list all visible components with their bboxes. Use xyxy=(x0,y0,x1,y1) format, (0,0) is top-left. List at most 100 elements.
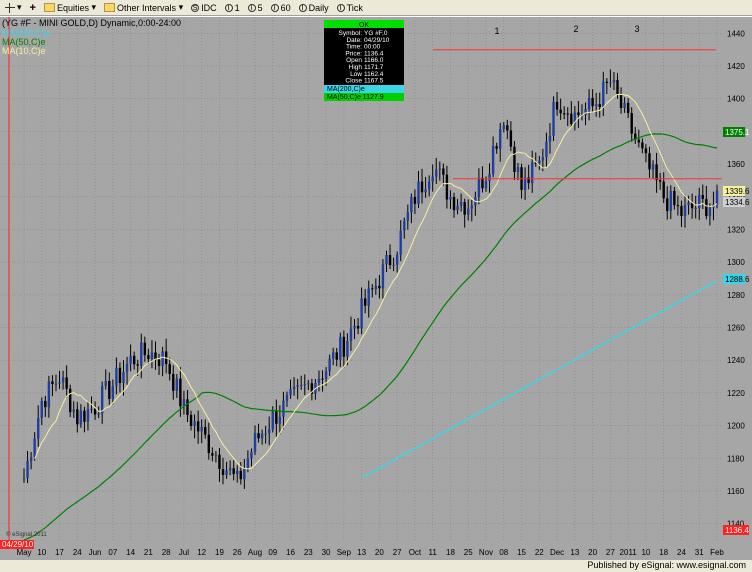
price-bar xyxy=(506,125,509,131)
new-item-button[interactable]: + xyxy=(29,1,36,14)
x-tick-label: Nov xyxy=(479,548,493,557)
x-tick-label: 30 xyxy=(322,548,331,557)
price-bar xyxy=(566,113,569,115)
legend-ma10: MA(10,C)e xyxy=(2,46,46,56)
price-bar xyxy=(250,451,253,459)
price-bar xyxy=(488,173,491,182)
price-badges: 1375.1 1339.6 1334.6 1288.6 1136.4 xyxy=(723,127,750,535)
price-bar xyxy=(594,104,598,107)
price-bar xyxy=(225,470,228,476)
y-tick-label: 1160 xyxy=(727,487,745,496)
idc-button[interactable]: S IDC xyxy=(191,2,217,13)
price-bar xyxy=(83,410,86,422)
price-bar xyxy=(541,157,545,161)
x-tick-label: 25 xyxy=(464,548,473,557)
resistance-lines xyxy=(433,49,722,180)
x-tick-label: 12 xyxy=(197,548,206,557)
price-bar xyxy=(104,380,107,386)
price-bar xyxy=(143,342,147,356)
price-bar xyxy=(413,196,417,204)
data-window-label: Low xyxy=(350,71,362,78)
symbol-menu-button[interactable]: ▾ xyxy=(2,1,25,15)
legend-ma200: MA(200,C)e xyxy=(2,28,51,38)
x-tick-label: Oct xyxy=(409,548,422,557)
price-bar xyxy=(324,371,328,380)
price-bar xyxy=(683,204,687,216)
daily-button[interactable]: I Daily xyxy=(296,1,332,15)
y-tick-label: 1360 xyxy=(727,160,745,169)
data-window-ma50: MA(50,C)e 1127.9 xyxy=(327,94,384,101)
price-bar xyxy=(44,400,47,408)
price-bar xyxy=(573,112,577,125)
x-tick-label: Jul xyxy=(179,548,189,557)
data-window-label: Price: xyxy=(345,50,362,57)
price-bar xyxy=(701,194,704,199)
price-bar xyxy=(381,264,385,289)
price-bar xyxy=(463,201,466,215)
price-bar xyxy=(467,208,470,215)
equities-menu[interactable]: Equities ▾ xyxy=(41,1,99,15)
x-tick-label: 10 xyxy=(641,548,650,557)
interval-icon: I xyxy=(336,3,345,12)
x-tick-label: 20 xyxy=(588,548,597,557)
badge-cursor-bg xyxy=(723,525,749,535)
price-bar xyxy=(40,400,43,418)
price-bar xyxy=(509,130,513,147)
price-bar xyxy=(179,378,182,407)
price-bar xyxy=(339,336,342,360)
price-bar xyxy=(630,113,633,134)
price-bar xyxy=(406,212,410,222)
interval-icon: I xyxy=(298,3,307,12)
price-bar xyxy=(296,385,299,387)
x-tick-label: May xyxy=(16,548,31,557)
price-bar xyxy=(371,288,374,290)
price-bar xyxy=(268,429,271,434)
x-tick-label: 08 xyxy=(499,548,508,557)
x-tick-label: 20 xyxy=(375,548,384,557)
y-tick-label: 1300 xyxy=(727,258,745,267)
price-bar xyxy=(69,388,72,413)
price-bar xyxy=(694,208,697,210)
price-bar xyxy=(150,352,154,360)
price-bar xyxy=(602,81,605,108)
x-tick-label: 13 xyxy=(570,548,579,557)
price-bar xyxy=(666,198,669,212)
interval-icon: I xyxy=(224,3,233,12)
price-bar xyxy=(243,468,246,480)
price-bar xyxy=(200,426,203,432)
price-bar xyxy=(570,113,573,125)
interval-60-button[interactable]: I 60 xyxy=(268,1,294,15)
data-window-header: OK xyxy=(359,22,369,29)
price-bar xyxy=(392,264,395,266)
price-bar xyxy=(285,394,289,401)
y-tick-label: 1260 xyxy=(727,324,745,333)
watermark: © eSignal 2011 xyxy=(6,531,47,538)
price-bar xyxy=(449,196,452,200)
price-bar xyxy=(626,102,630,114)
price-bar xyxy=(363,298,367,306)
tick-button[interactable]: I Tick xyxy=(334,1,366,15)
y-tick-label: 1180 xyxy=(727,454,745,463)
price-bar xyxy=(303,384,306,386)
price-bar xyxy=(481,177,484,189)
x-tick-label: 11 xyxy=(429,548,438,557)
badge-last1: 1339.6 xyxy=(725,187,750,196)
price-chart[interactable]: 1140 1160 1180 1200 1220 1240 1260 1280 1300 1320… xyxy=(0,17,752,560)
other-intervals-menu[interactable]: Other Intervals ▾ xyxy=(101,1,186,15)
price-bar xyxy=(623,102,626,108)
interval-icon: I xyxy=(270,3,279,12)
price-bar xyxy=(86,408,90,422)
price-bar xyxy=(495,146,498,149)
legend-ma50: MA(50,C)e xyxy=(2,37,46,47)
data-window-value: 1167.5 xyxy=(364,78,384,85)
price-bar xyxy=(513,146,516,173)
x-tick-label: 31 xyxy=(695,548,704,557)
plot-background xyxy=(0,17,722,540)
price-bar xyxy=(410,196,413,213)
x-tick-label: 27 xyxy=(393,548,402,557)
price-bar xyxy=(502,125,505,130)
